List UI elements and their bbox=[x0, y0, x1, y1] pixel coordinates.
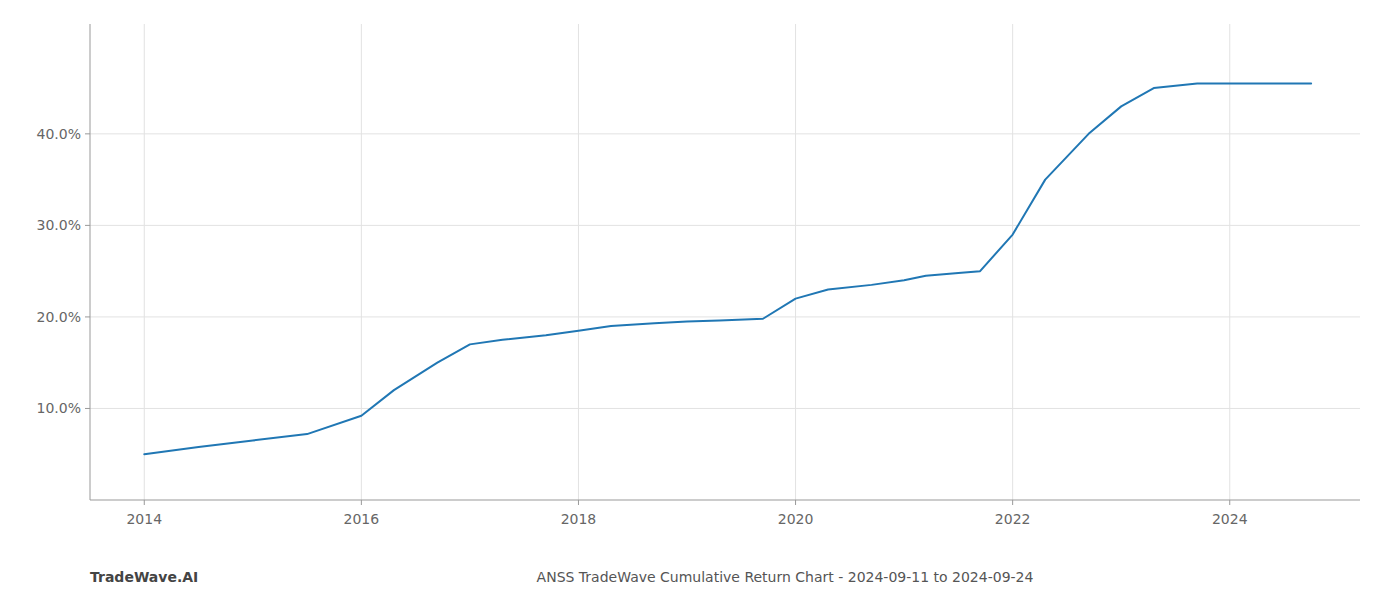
texts: TradeWave.AI ANSS TradeWave Cumulative Re… bbox=[90, 569, 1034, 585]
x-tick-label: 2024 bbox=[1212, 511, 1248, 527]
x-tick bbox=[578, 500, 579, 505]
grid-line-x bbox=[144, 24, 145, 500]
x-tick bbox=[144, 500, 145, 505]
watermark: TradeWave.AI bbox=[90, 569, 198, 585]
x-tick-label: 2018 bbox=[561, 511, 597, 527]
grid-line-x bbox=[578, 24, 579, 500]
grid-line-x bbox=[795, 24, 796, 500]
grid-line-y bbox=[90, 225, 1360, 226]
x-tick bbox=[361, 500, 362, 505]
y-tick-label: 40.0% bbox=[37, 126, 81, 142]
grid-line-y bbox=[90, 408, 1360, 409]
x-tick-label: 2014 bbox=[126, 511, 162, 527]
y-tick-label: 10.0% bbox=[37, 400, 81, 416]
y-tick-label: 20.0% bbox=[37, 309, 81, 325]
x-axis-line bbox=[90, 500, 1360, 501]
grid-line-x bbox=[361, 24, 362, 500]
x-tick bbox=[1012, 500, 1013, 505]
x-tick-label: 2022 bbox=[995, 511, 1031, 527]
x-tick-label: 2016 bbox=[344, 511, 380, 527]
y-axis-line bbox=[90, 24, 91, 500]
y-tick bbox=[85, 408, 90, 409]
x-tick bbox=[795, 500, 796, 505]
grid-line-x bbox=[1229, 24, 1230, 500]
y-tick bbox=[85, 225, 90, 226]
y-tick bbox=[85, 133, 90, 134]
x-tick bbox=[1229, 500, 1230, 505]
grid-line-y bbox=[90, 316, 1360, 317]
x-tick-label: 2020 bbox=[778, 511, 814, 527]
title: ANSS TradeWave Cumulative Return Chart -… bbox=[537, 569, 1034, 585]
plot-area bbox=[144, 84, 1311, 455]
grid-line-x bbox=[1012, 24, 1013, 500]
chart-svg: 2014 2016 2018 2020 2022 2024 10.0% 20.0% 30.0% 4… bbox=[0, 0, 1400, 600]
line bbox=[144, 84, 1311, 455]
chart-container: 2014 2016 2018 2020 2022 2024 10.0% 20.0% 30.0% 4… bbox=[0, 0, 1400, 600]
y-tick-label: 30.0% bbox=[37, 217, 81, 233]
grid bbox=[90, 24, 1360, 500]
grid-line-y bbox=[90, 133, 1360, 134]
axes: 2014 2016 2018 2020 2022 2024 10.0% 20.0% 30.0% 4… bbox=[37, 24, 1360, 527]
y-tick bbox=[85, 316, 90, 317]
